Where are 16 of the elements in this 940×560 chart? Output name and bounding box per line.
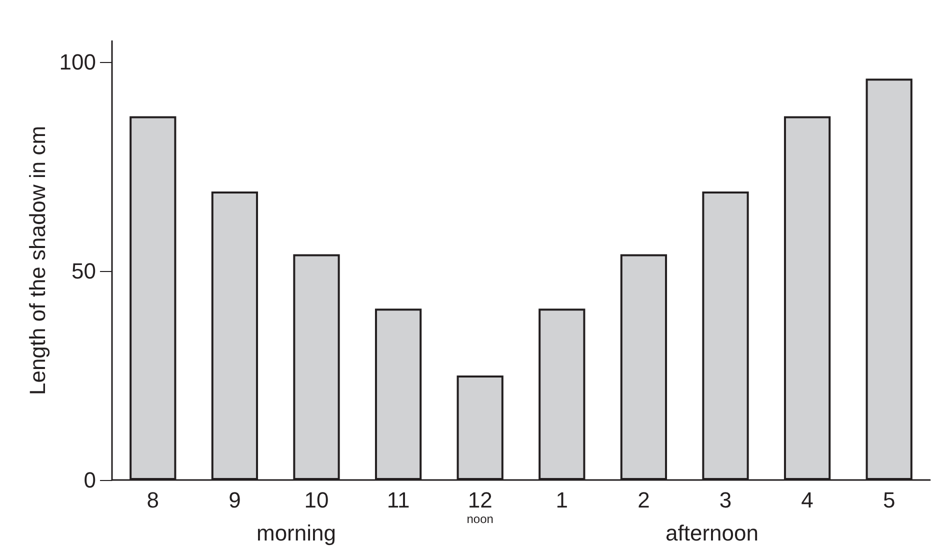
- x-tick-label: 5: [882, 488, 896, 512]
- x-tick-label: 12 noon: [466, 488, 494, 526]
- x-tick-label: 9: [228, 488, 241, 512]
- x-tick-label: 2: [638, 488, 650, 512]
- text: afternoon: [666, 520, 758, 546]
- y-axis-title: Length of the shadow in cm: [24, 126, 50, 396]
- x-tick-label: 8: [146, 488, 160, 512]
- x-tick-label: 11: [386, 488, 410, 512]
- text: morning: [256, 520, 336, 546]
- x-tick-label: 3: [719, 488, 732, 512]
- x-tick-label: 1: [556, 488, 568, 512]
- x-tick-label: 10: [304, 488, 329, 512]
- y-tick-label: 0: [84, 468, 96, 492]
- x-tick-label: 4: [801, 488, 814, 512]
- y-tick-label: 50: [72, 258, 96, 284]
- y-tick-label: 100: [59, 49, 96, 74]
